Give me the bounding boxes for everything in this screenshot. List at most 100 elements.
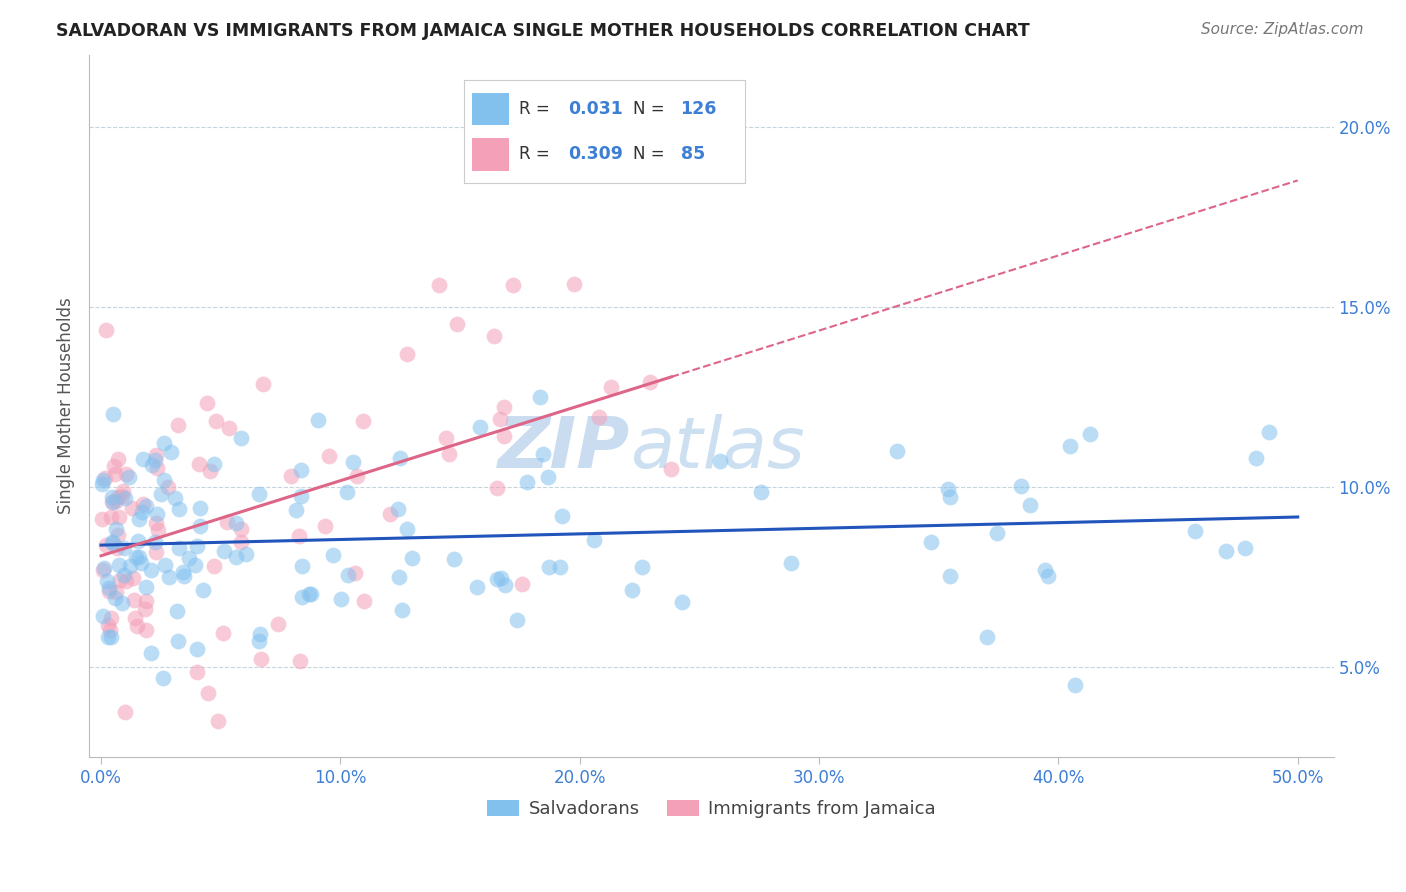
Point xyxy=(114,491,136,505)
Point xyxy=(225,516,247,530)
Point xyxy=(491,571,513,585)
Point xyxy=(484,329,506,343)
Point xyxy=(353,594,375,608)
Point xyxy=(191,582,214,597)
Point xyxy=(562,277,585,291)
Point xyxy=(299,587,322,601)
Text: 0.031: 0.031 xyxy=(568,100,623,118)
Text: 0.309: 0.309 xyxy=(568,145,623,163)
Point xyxy=(105,494,128,508)
Point xyxy=(94,538,117,552)
Point xyxy=(128,511,150,525)
Text: Source: ZipAtlas.com: Source: ZipAtlas.com xyxy=(1201,22,1364,37)
Point xyxy=(211,626,233,640)
Point xyxy=(229,522,252,536)
Point xyxy=(488,412,510,426)
Text: ZIP: ZIP xyxy=(498,414,630,483)
Point xyxy=(235,547,257,561)
Point xyxy=(111,483,134,498)
Point xyxy=(163,491,186,505)
Point xyxy=(108,558,131,572)
Point xyxy=(202,458,225,472)
Point xyxy=(939,490,962,504)
Point xyxy=(1063,678,1085,692)
Point xyxy=(599,380,621,394)
Legend: Salvadorans, Immigrants from Jamaica: Salvadorans, Immigrants from Jamaica xyxy=(479,792,943,825)
Point xyxy=(396,522,419,536)
Point xyxy=(111,489,134,503)
Point xyxy=(157,570,180,584)
Point xyxy=(620,583,643,598)
Point xyxy=(247,633,270,648)
Point xyxy=(135,624,157,638)
Point xyxy=(1233,541,1256,555)
Point xyxy=(111,596,134,610)
Point xyxy=(107,528,129,542)
Point xyxy=(197,685,219,699)
Point xyxy=(709,454,731,468)
Point xyxy=(986,525,1008,540)
Point xyxy=(103,459,125,474)
Point xyxy=(291,559,314,574)
Point xyxy=(94,471,117,485)
Point xyxy=(548,560,571,574)
Point xyxy=(538,560,561,574)
Point xyxy=(207,714,229,728)
Point xyxy=(318,449,340,463)
Point xyxy=(145,545,167,559)
Point xyxy=(427,277,450,292)
Point xyxy=(485,481,508,495)
Point xyxy=(143,535,166,549)
Text: N =: N = xyxy=(633,100,669,118)
Point xyxy=(103,407,125,421)
Point xyxy=(127,534,149,549)
Point xyxy=(212,543,235,558)
Point xyxy=(344,566,367,580)
Point xyxy=(121,500,143,515)
Point xyxy=(516,475,538,489)
Point xyxy=(198,464,221,478)
Point xyxy=(153,473,176,487)
FancyBboxPatch shape xyxy=(472,137,509,170)
Point xyxy=(202,559,225,574)
Point xyxy=(159,444,181,458)
Point xyxy=(336,485,359,500)
Point xyxy=(135,580,157,594)
Point xyxy=(114,705,136,719)
Point xyxy=(939,569,962,583)
Point xyxy=(249,627,271,641)
Point xyxy=(1078,427,1101,442)
Point xyxy=(104,467,127,481)
Point xyxy=(152,671,174,685)
Point xyxy=(143,453,166,467)
Point xyxy=(167,633,190,648)
Point xyxy=(186,642,208,657)
Point xyxy=(494,578,516,592)
Point xyxy=(135,594,157,608)
Point xyxy=(145,448,167,462)
Point xyxy=(231,534,253,549)
Point xyxy=(93,561,115,575)
Point xyxy=(512,577,534,591)
FancyBboxPatch shape xyxy=(472,93,509,126)
Point xyxy=(127,619,149,633)
Point xyxy=(217,516,239,530)
Point xyxy=(91,563,114,577)
Text: SALVADORAN VS IMMIGRANTS FROM JAMAICA SINGLE MOTHER HOUSEHOLDS CORRELATION CHART: SALVADORAN VS IMMIGRANTS FROM JAMAICA SI… xyxy=(56,22,1031,40)
Point xyxy=(101,495,124,509)
Point xyxy=(141,563,163,577)
Point xyxy=(780,557,803,571)
Point xyxy=(169,541,191,555)
Point xyxy=(378,507,401,521)
Point xyxy=(537,470,560,484)
Point xyxy=(288,654,311,668)
Point xyxy=(167,502,190,516)
Point xyxy=(322,548,344,562)
Point xyxy=(105,585,128,599)
Point xyxy=(396,347,419,361)
Point xyxy=(298,586,321,600)
Point xyxy=(141,646,163,660)
Point xyxy=(107,451,129,466)
Point xyxy=(124,611,146,625)
Point xyxy=(134,602,156,616)
